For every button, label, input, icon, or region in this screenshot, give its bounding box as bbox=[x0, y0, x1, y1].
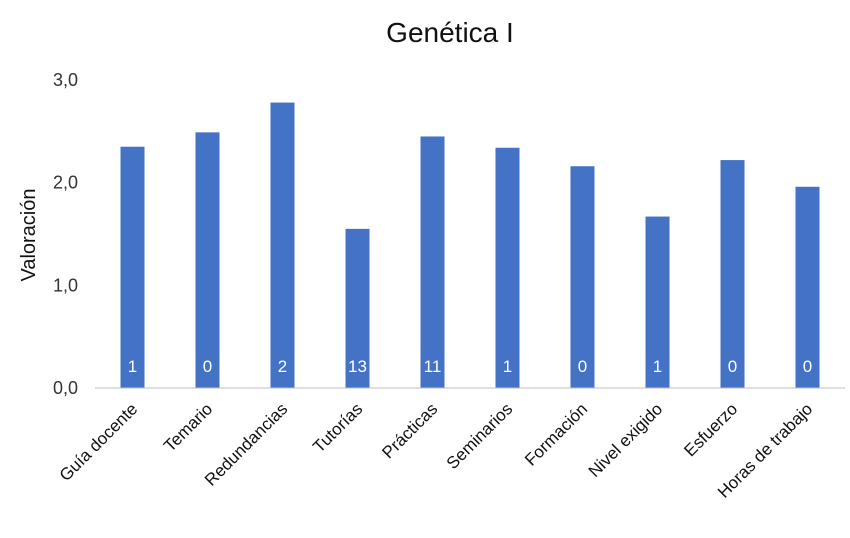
y-tick-label: 1,0 bbox=[53, 275, 78, 295]
bar bbox=[270, 102, 295, 388]
data-label: 13 bbox=[348, 357, 367, 376]
x-tick-label: Esfuerzo bbox=[680, 399, 741, 460]
bar bbox=[495, 147, 520, 388]
x-tick-label: Prácticas bbox=[378, 399, 441, 462]
x-tick-label: Temario bbox=[160, 399, 216, 455]
x-tick-label: Formación bbox=[521, 399, 591, 469]
bar bbox=[420, 136, 445, 388]
x-tick-label: Seminarios bbox=[443, 399, 517, 473]
bar bbox=[345, 228, 370, 388]
x-tick-label: Guía docente bbox=[56, 399, 142, 485]
bar bbox=[195, 132, 220, 388]
data-label: 1 bbox=[653, 357, 662, 376]
data-label: 0 bbox=[578, 357, 587, 376]
bar bbox=[570, 166, 595, 388]
y-tick-label: 2,0 bbox=[53, 173, 78, 193]
data-label: 0 bbox=[203, 357, 212, 376]
y-tick-label: 0,0 bbox=[53, 378, 78, 398]
data-label: 2 bbox=[278, 357, 287, 376]
x-tick-label: Nivel exigido bbox=[585, 399, 667, 481]
data-label: 1 bbox=[503, 357, 512, 376]
bar bbox=[645, 216, 670, 388]
data-label: 11 bbox=[424, 357, 442, 376]
data-label: 0 bbox=[803, 357, 812, 376]
data-label: 0 bbox=[728, 357, 737, 376]
bar bbox=[720, 160, 745, 388]
bar bbox=[795, 186, 820, 388]
y-axis-label: Valoración bbox=[18, 188, 40, 281]
y-tick-label: 3,0 bbox=[53, 70, 78, 90]
x-tick-label: Tutorías bbox=[309, 399, 366, 456]
bar bbox=[120, 146, 145, 388]
data-label: 1 bbox=[128, 357, 137, 376]
chart-title: Genética I bbox=[386, 17, 514, 48]
